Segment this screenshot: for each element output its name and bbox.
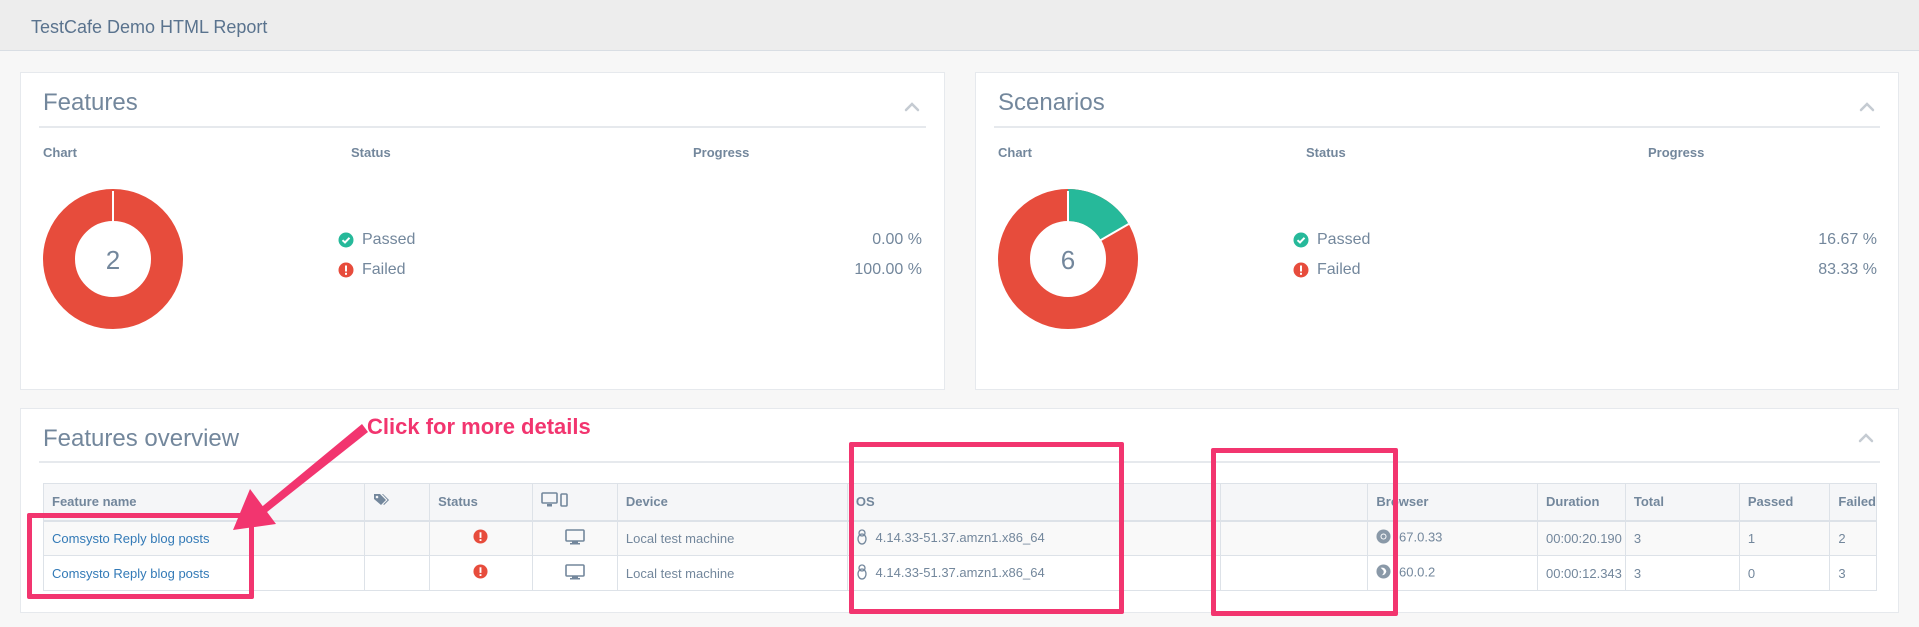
linux-icon bbox=[856, 529, 868, 548]
os-version: 4.14.33-51.37.amzn1.x86_64 bbox=[875, 564, 1045, 580]
desktop-icon bbox=[565, 528, 585, 545]
scenarios-panel: Scenarios Chart Status Progress 6 Passed… bbox=[975, 72, 1899, 390]
panel-divider bbox=[39, 126, 926, 128]
failed-label: Failed bbox=[362, 261, 406, 278]
passed-cell: 0 bbox=[1738, 555, 1831, 591]
feature-name-highlight-box bbox=[27, 513, 254, 599]
col-spacer bbox=[1220, 483, 1369, 522]
exclamation-circle-icon bbox=[473, 529, 489, 544]
os-version: 4.14.33-51.37.amzn1.x86_64 bbox=[875, 529, 1045, 545]
col-status[interactable]: Status bbox=[429, 483, 533, 522]
device-type-cell bbox=[531, 555, 618, 591]
check-circle-icon bbox=[338, 232, 354, 248]
device-cell: Local test machine bbox=[616, 555, 848, 591]
status-cell bbox=[429, 520, 533, 556]
failed-cell: 2 bbox=[1829, 520, 1877, 556]
os-highlight-box bbox=[849, 442, 1124, 614]
collapse-chevron-up-icon[interactable] bbox=[903, 98, 921, 116]
scenarios-passed-pct: 16.67 % bbox=[1818, 231, 1877, 248]
firefox-icon bbox=[1376, 564, 1391, 582]
exclamation-circle-icon bbox=[338, 262, 354, 278]
features-failed-pct: 100.00 % bbox=[854, 261, 922, 278]
spacer-cell bbox=[1220, 520, 1369, 556]
passed-label: Passed bbox=[362, 231, 416, 248]
feature-name-link[interactable]: Comsysto Reply blog posts bbox=[52, 530, 210, 546]
scenarios-panel-title: Scenarios bbox=[998, 89, 1105, 116]
panel-divider bbox=[994, 126, 1880, 128]
features-total: 2 bbox=[106, 245, 120, 275]
col-total[interactable]: Total bbox=[1624, 483, 1740, 522]
browser-version: 60.0.2 bbox=[1399, 564, 1436, 580]
col-device[interactable]: Device bbox=[616, 483, 848, 522]
app-title: TestCafe Demo HTML Report bbox=[31, 17, 268, 37]
scenarios-donut-chart: 6 bbox=[998, 189, 1138, 329]
scenarios-failed-pct: 83.33 % bbox=[1818, 261, 1877, 278]
total-cell: 3 bbox=[1624, 520, 1740, 556]
browser-highlight-box bbox=[1211, 448, 1398, 616]
features-panel-title: Features bbox=[43, 89, 138, 116]
passed-label: Passed bbox=[1317, 231, 1371, 248]
total-cell: 3 bbox=[1624, 555, 1740, 591]
collapse-chevron-up-icon[interactable] bbox=[1858, 98, 1876, 116]
col-passed[interactable]: Passed bbox=[1738, 483, 1831, 522]
status-header: Status bbox=[351, 145, 391, 160]
panel-divider bbox=[39, 461, 1880, 463]
top-bar: TestCafe Demo HTML Report bbox=[0, 0, 1919, 51]
spacer-cell bbox=[1220, 555, 1369, 591]
chart-header: Chart bbox=[43, 145, 77, 160]
tags-cell bbox=[363, 555, 431, 591]
device-type-cell bbox=[531, 520, 618, 556]
col-duration[interactable]: Duration bbox=[1536, 483, 1626, 522]
overview-panel-title: Features overview bbox=[43, 425, 240, 452]
progress-header: Progress bbox=[1648, 145, 1705, 160]
failed-cell: 3 bbox=[1829, 555, 1877, 591]
check-circle-icon bbox=[1293, 232, 1309, 248]
table-row[interactable]: Comsysto Reply blog posts Local test mac… bbox=[43, 520, 1877, 556]
duration-cell: 00:00:12.343 bbox=[1536, 555, 1626, 591]
slice-separator bbox=[1098, 223, 1130, 242]
feature-name-link[interactable]: Comsysto Reply blog posts bbox=[52, 565, 210, 581]
chrome-icon bbox=[1376, 529, 1391, 547]
chart-header: Chart bbox=[998, 145, 1032, 160]
linux-icon bbox=[856, 563, 868, 583]
os-cell: 4.14.33-51.37.amzn1.x86_64 bbox=[846, 555, 1222, 591]
desktop-mobile-icon bbox=[541, 492, 568, 508]
features-failed-status: Failed bbox=[338, 261, 406, 279]
status-cell bbox=[429, 555, 533, 591]
collapse-chevron-up-icon[interactable] bbox=[1857, 429, 1875, 447]
device-cell: Local test machine bbox=[616, 520, 848, 556]
duration-cell: 00:00:20.190 bbox=[1536, 520, 1626, 556]
exclamation-circle-icon bbox=[1293, 262, 1309, 278]
failed-label: Failed bbox=[1317, 261, 1361, 278]
features-passed-pct: 0.00 % bbox=[872, 231, 922, 248]
features-donut-chart: 2 bbox=[43, 189, 183, 329]
col-os[interactable]: OS bbox=[846, 483, 1222, 522]
desktop-icon bbox=[565, 563, 585, 579]
col-failed[interactable]: Failed bbox=[1829, 483, 1877, 522]
col-device-type[interactable] bbox=[531, 483, 618, 522]
status-header: Status bbox=[1306, 145, 1346, 160]
passed-cell: 1 bbox=[1738, 520, 1831, 556]
col-tags[interactable] bbox=[363, 483, 431, 522]
tags-icon bbox=[373, 494, 389, 506]
exclamation-circle-icon bbox=[473, 564, 489, 579]
annotation-callout: Click for more details bbox=[367, 414, 591, 439]
features-panel: Features Chart Status Progress 2 Passed … bbox=[20, 72, 945, 390]
passed-slice bbox=[1067, 189, 1129, 241]
scenarios-total: 6 bbox=[1061, 245, 1075, 275]
browser-version: 67.0.33 bbox=[1399, 529, 1443, 545]
os-cell: 4.14.33-51.37.amzn1.x86_64 bbox=[846, 520, 1222, 556]
scenarios-failed-status: Failed bbox=[1293, 261, 1361, 279]
scenarios-passed-status: Passed bbox=[1293, 231, 1370, 249]
tags-cell bbox=[363, 520, 431, 556]
features-passed-status: Passed bbox=[338, 231, 415, 249]
progress-header: Progress bbox=[693, 145, 750, 160]
